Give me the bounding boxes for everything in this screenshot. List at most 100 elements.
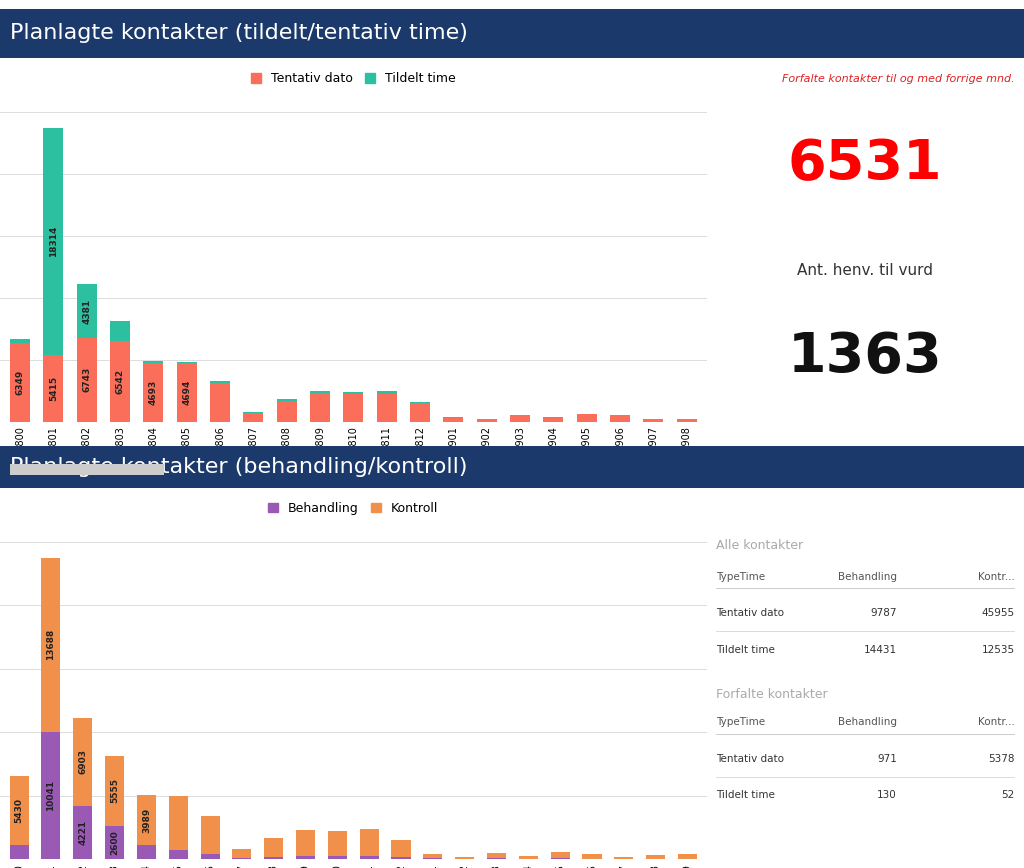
Text: Tildelt time: Tildelt time bbox=[716, 645, 775, 654]
Text: 52: 52 bbox=[1001, 790, 1015, 800]
Bar bbox=[143, 364, 163, 422]
Text: 9787: 9787 bbox=[870, 608, 897, 618]
Bar bbox=[169, 796, 187, 851]
Text: 4694: 4694 bbox=[182, 380, 191, 405]
Bar bbox=[43, 128, 63, 354]
Bar bbox=[610, 416, 630, 422]
Bar bbox=[410, 402, 430, 403]
Bar bbox=[201, 816, 219, 854]
Bar bbox=[678, 853, 697, 858]
Bar bbox=[544, 418, 563, 422]
Bar bbox=[169, 851, 187, 859]
Text: 971: 971 bbox=[878, 753, 897, 764]
Bar bbox=[105, 756, 124, 826]
Legend: Behandling, Kontroll: Behandling, Kontroll bbox=[268, 502, 438, 515]
Text: 14431: 14431 bbox=[864, 645, 897, 654]
Text: Behandling: Behandling bbox=[838, 717, 897, 727]
Bar bbox=[487, 853, 506, 858]
Bar bbox=[391, 857, 411, 859]
Text: 6531: 6531 bbox=[787, 137, 943, 191]
Bar bbox=[423, 858, 442, 859]
Bar bbox=[677, 419, 696, 422]
Bar bbox=[41, 558, 60, 732]
Text: 1363: 1363 bbox=[787, 330, 943, 385]
Bar bbox=[391, 840, 411, 857]
Bar bbox=[176, 364, 197, 422]
Bar bbox=[137, 795, 156, 845]
Bar bbox=[296, 830, 315, 856]
Text: 10041: 10041 bbox=[46, 780, 55, 811]
Bar bbox=[77, 338, 96, 422]
Bar bbox=[410, 403, 430, 422]
Text: 6349: 6349 bbox=[15, 370, 25, 395]
Text: 4221: 4221 bbox=[78, 820, 87, 845]
Bar bbox=[577, 414, 597, 422]
Text: 4693: 4693 bbox=[148, 380, 158, 405]
Text: Planlagte kontakter (behandling/kontroll): Planlagte kontakter (behandling/kontroll… bbox=[10, 457, 468, 477]
Bar bbox=[310, 391, 330, 393]
Text: 5430: 5430 bbox=[14, 799, 24, 824]
Bar bbox=[10, 343, 30, 422]
Bar bbox=[276, 400, 297, 422]
Text: Ant. henv. til vurd: Ant. henv. til vurd bbox=[798, 263, 933, 278]
Bar bbox=[551, 858, 569, 859]
Bar bbox=[143, 361, 163, 364]
Bar bbox=[276, 399, 297, 400]
Text: 4381: 4381 bbox=[82, 299, 91, 324]
Bar bbox=[264, 838, 284, 857]
Bar bbox=[476, 419, 497, 422]
Bar bbox=[359, 829, 379, 856]
Bar bbox=[73, 806, 92, 859]
Bar bbox=[377, 391, 396, 394]
Text: TypeTime: TypeTime bbox=[716, 717, 765, 727]
Bar bbox=[232, 849, 252, 858]
Bar bbox=[9, 845, 29, 859]
Bar bbox=[41, 732, 60, 859]
Bar bbox=[359, 856, 379, 859]
Text: 3989: 3989 bbox=[142, 807, 151, 832]
Text: 5415: 5415 bbox=[49, 376, 57, 401]
Bar bbox=[137, 845, 156, 859]
Text: 12535: 12535 bbox=[981, 645, 1015, 654]
Bar bbox=[551, 852, 569, 858]
Bar bbox=[343, 394, 364, 422]
Text: Planlagte kontakter (tildelt/tentativ time): Planlagte kontakter (tildelt/tentativ ti… bbox=[10, 23, 468, 43]
Bar bbox=[487, 858, 506, 859]
Bar bbox=[643, 419, 664, 422]
Bar bbox=[328, 832, 347, 856]
Text: Behandling: Behandling bbox=[838, 572, 897, 582]
Text: Kontr...: Kontr... bbox=[978, 572, 1015, 582]
Bar bbox=[210, 381, 230, 383]
Legend: Tentativ dato, Tildelt time: Tentativ dato, Tildelt time bbox=[251, 72, 456, 85]
Bar bbox=[210, 383, 230, 422]
Text: Tentativ dato: Tentativ dato bbox=[716, 753, 784, 764]
Bar bbox=[73, 718, 92, 806]
Text: TypeTime: TypeTime bbox=[716, 572, 765, 582]
Bar bbox=[77, 284, 96, 338]
Text: 5378: 5378 bbox=[988, 753, 1015, 764]
Text: Alle kontakter: Alle kontakter bbox=[716, 539, 803, 552]
Bar bbox=[310, 393, 330, 422]
Bar bbox=[296, 856, 315, 859]
Bar bbox=[455, 857, 474, 858]
Bar bbox=[244, 411, 263, 413]
Bar bbox=[10, 339, 30, 343]
Bar bbox=[377, 394, 396, 422]
Text: Forfalte kontakter: Forfalte kontakter bbox=[716, 687, 827, 700]
Text: 45955: 45955 bbox=[981, 608, 1015, 618]
Bar bbox=[328, 856, 347, 859]
Bar bbox=[176, 362, 197, 364]
Bar bbox=[443, 418, 463, 422]
Text: 6903: 6903 bbox=[78, 749, 87, 774]
Text: 2600: 2600 bbox=[110, 831, 119, 855]
Text: 13688: 13688 bbox=[46, 629, 55, 661]
Text: Forfalte kontakter til og med forrige mnd.: Forfalte kontakter til og med forrige mn… bbox=[782, 74, 1015, 84]
Bar bbox=[201, 854, 219, 859]
Text: 5555: 5555 bbox=[110, 779, 119, 804]
Bar bbox=[343, 391, 364, 394]
Bar bbox=[583, 853, 601, 858]
Bar bbox=[9, 776, 29, 845]
Bar bbox=[510, 416, 529, 422]
Text: Tildelt time: Tildelt time bbox=[716, 790, 775, 800]
Bar bbox=[614, 857, 634, 858]
